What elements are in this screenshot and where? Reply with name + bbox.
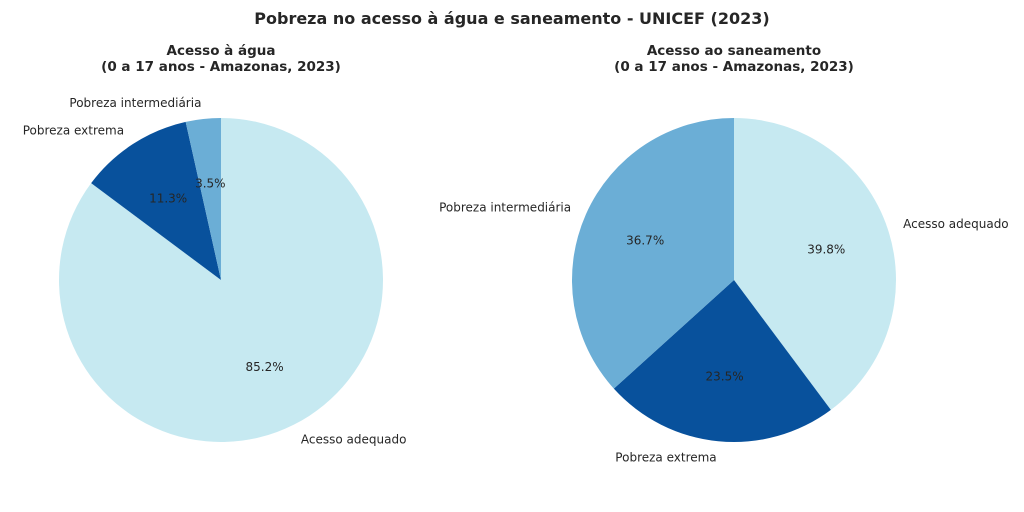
slice-label: Pobreza intermediária	[439, 201, 571, 215]
pie-slice-pobreza-extrema	[613, 280, 831, 443]
slice-label: Pobreza intermediária	[69, 96, 201, 110]
pie-slice-pobreza-intermedi-ria	[571, 118, 734, 389]
slice-label: Pobreza extrema	[615, 450, 716, 464]
pie-title-sanitation-2: (0 a 17 anos - Amazonas, 2023)	[614, 59, 854, 75]
pie-slice-acesso-adequado	[734, 118, 896, 410]
figure-title: Pobreza no acesso à água e saneamento - …	[254, 9, 769, 28]
slice-label: Pobreza extrema	[23, 123, 124, 137]
pie-slice-pobreza-intermedi-ria	[185, 118, 221, 280]
slice-percent-label: 85.2%	[246, 360, 284, 374]
pie-sanitation: Acesso adequado 39.8% Pobreza extrema 23.5%…	[439, 118, 1009, 464]
pie-title-water-2: (0 a 17 anos - Amazonas, 2023)	[101, 59, 341, 75]
slice-percent-label: 39.8%	[807, 242, 845, 256]
slice-percent-label: 11.3%	[149, 191, 187, 205]
pie-title-sanitation-1: Acesso ao saneamento	[647, 43, 821, 59]
slice-percent-label: 3.5%	[195, 176, 226, 190]
slice-label: Acesso adequado	[301, 432, 407, 446]
slice-label: Acesso adequado	[903, 217, 1009, 231]
pie-water: Acesso adequado 85.2% Pobreza extrema 11.3%…	[23, 96, 407, 446]
slice-percent-label: 36.7%	[626, 234, 664, 248]
slice-percent-label: 23.5%	[705, 370, 743, 384]
pie-slice-pobreza-extrema	[91, 121, 221, 280]
pie-title-water-1: Acesso à água	[167, 43, 276, 59]
